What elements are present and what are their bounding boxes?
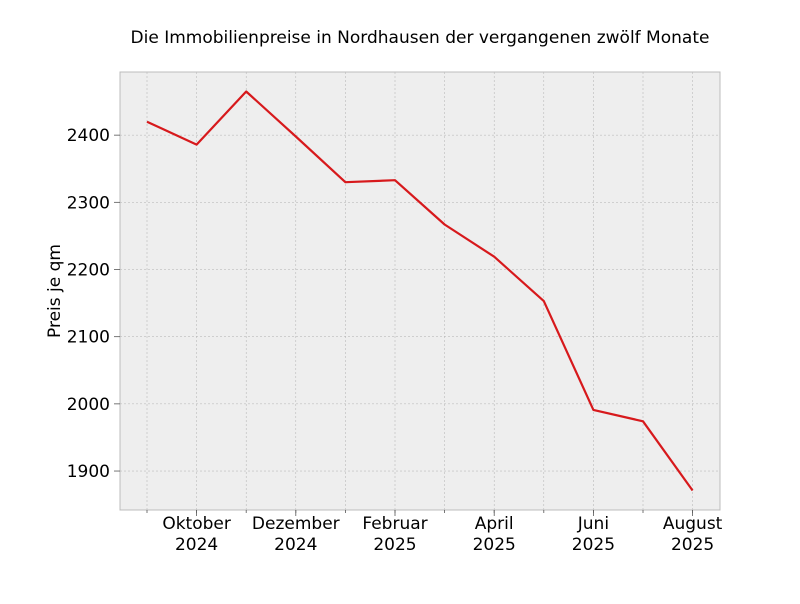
y-tick-label: 2300: [67, 193, 110, 213]
y-tick-label: 2400: [67, 126, 110, 146]
x-tick-label-line: April: [475, 514, 514, 534]
x-tick-label-line: 2025: [473, 535, 516, 555]
x-tick-label-line: 2025: [572, 535, 615, 555]
y-tick-label: 2100: [67, 328, 110, 348]
y-axis: 1900 2000 2100 2200 2300 2400: [67, 126, 120, 482]
x-tick-label-line: 2025: [671, 535, 714, 555]
y-tick-label: 1900: [67, 462, 110, 482]
y-tick-label: 2000: [67, 395, 110, 415]
y-tick-label: 2200: [67, 261, 110, 281]
x-tick-label-line: August: [663, 514, 723, 534]
x-tick-label-line: 2024: [274, 535, 317, 555]
x-tick-label-line: Oktober: [162, 514, 231, 534]
chart-title: Die Immobilienpreise in Nordhausen der v…: [131, 28, 710, 48]
x-tick-label-line: Juni: [577, 514, 609, 534]
x-tick-label-line: 2025: [373, 535, 416, 555]
y-axis-label: Preis je qm: [45, 244, 65, 338]
x-tick-label-line: Februar: [362, 514, 427, 534]
x-tick-label-line: Dezember: [252, 514, 340, 534]
plot-area: [120, 72, 720, 510]
x-tick-label-line: 2024: [175, 535, 218, 555]
